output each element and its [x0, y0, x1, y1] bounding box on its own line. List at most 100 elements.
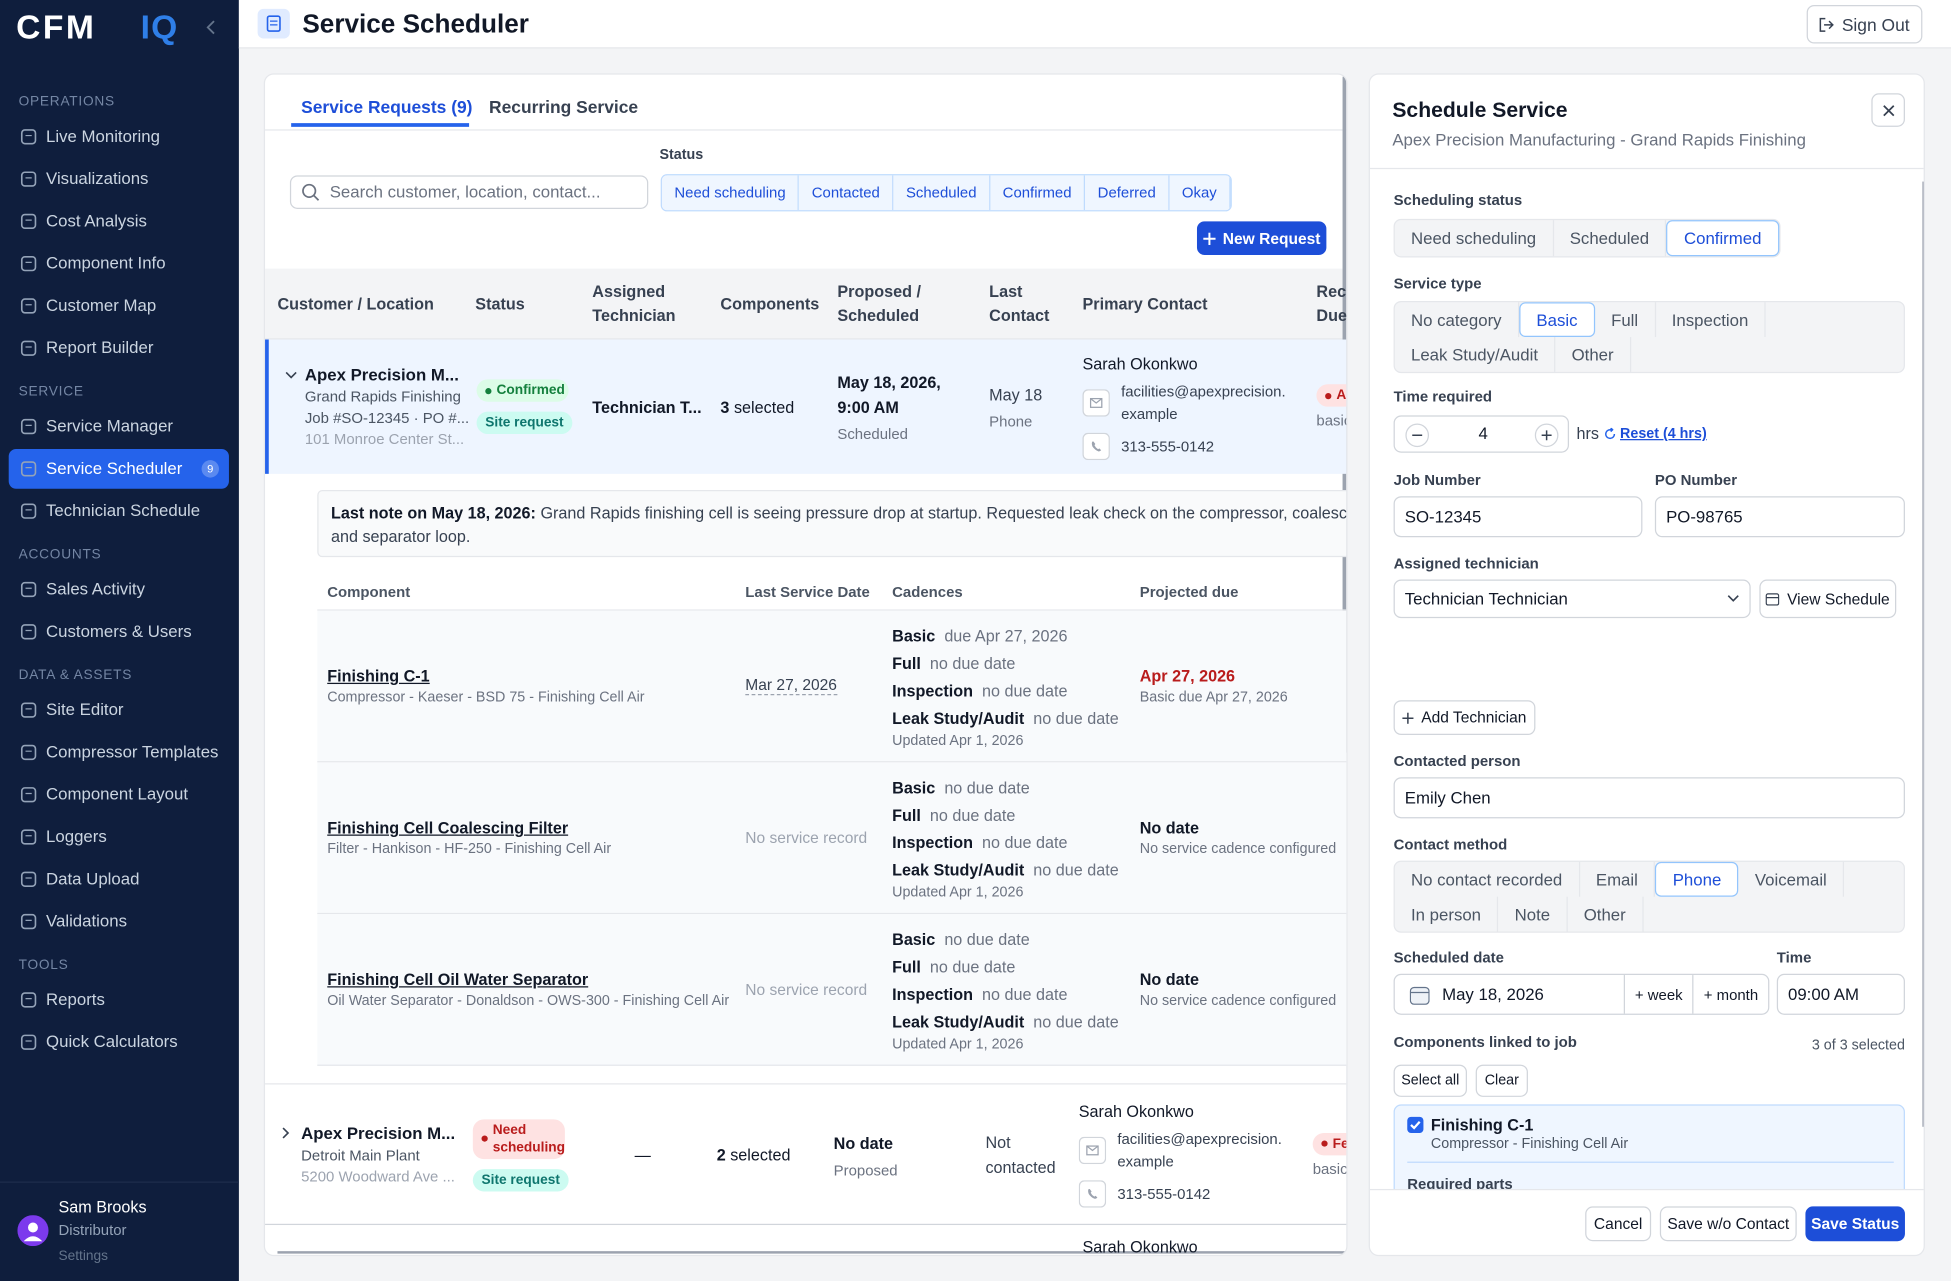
- method-segment-option[interactable]: Phone: [1655, 861, 1739, 897]
- nav-item[interactable]: Service Scheduler 9: [8, 448, 229, 489]
- phone-icon[interactable]: [1078, 1180, 1107, 1208]
- expand-chevron[interactable]: [281, 1123, 291, 1145]
- nav-item[interactable]: Component Info: [9, 244, 229, 284]
- nav-item[interactable]: Technician Schedule: [9, 491, 229, 531]
- search-box[interactable]: Search customer, location, contact...: [289, 175, 649, 209]
- section-heading: SERVICE: [18, 384, 84, 400]
- nav-item[interactable]: Service Manager: [9, 407, 229, 447]
- service-type-segment-option[interactable]: Basic: [1518, 302, 1595, 338]
- save-no-contact-button[interactable]: Save w/o Contact: [1659, 1206, 1797, 1242]
- cadence-due: no due date: [982, 832, 1068, 852]
- close-button[interactable]: [1871, 93, 1905, 127]
- cadence: Leak Study/Audit no due date: [892, 1009, 1119, 1033]
- customer-name: Apex Precision M...: [301, 1124, 456, 1143]
- add-tech-button[interactable]: Add Technician: [1393, 700, 1536, 736]
- reset-link[interactable]: Reset (4 hrs): [1620, 426, 1707, 442]
- expand-chevron[interactable]: [285, 364, 297, 386]
- status-filter[interactable]: Confirmed: [990, 175, 1086, 211]
- contact-email[interactable]: facilities@apexprecision.example: [1117, 1130, 1282, 1171]
- reset-icon: [1604, 427, 1616, 440]
- nav-item[interactable]: Customers & Users: [9, 612, 229, 652]
- components-count: 3 of 3 selected: [1811, 1038, 1905, 1054]
- request-row[interactable]: Apex Precision M... Grand Rapids Finishin…: [265, 339, 1347, 474]
- cadence-type: Basic: [892, 626, 936, 645]
- nav-item[interactable]: Cost Analysis: [9, 201, 229, 241]
- settings-link[interactable]: Settings: [58, 1248, 108, 1264]
- job-input[interactable]: SO-12345: [1393, 496, 1643, 538]
- nav-item[interactable]: Live Monitoring: [9, 117, 229, 157]
- nav-icon: [20, 871, 37, 888]
- section-heading: OPERATIONS: [18, 94, 115, 110]
- method-segment-option[interactable]: Note: [1498, 896, 1568, 932]
- logo-accent: IQ: [140, 8, 179, 47]
- time-input[interactable]: 09:00 AM: [1776, 973, 1905, 1015]
- nav-item[interactable]: Component Layout: [9, 775, 229, 815]
- nav-item[interactable]: Report Builder: [9, 328, 229, 368]
- cancel-button[interactable]: Cancel: [1585, 1206, 1652, 1242]
- nav-item[interactable]: Validations: [9, 902, 229, 942]
- collapse-icon[interactable]: [205, 20, 217, 35]
- avatar[interactable]: [17, 1215, 49, 1247]
- contacted-input[interactable]: Emily Chen: [1393, 777, 1905, 819]
- service-type-segment: No category Basic Full Inspection Leak Study…: [1393, 300, 1905, 374]
- status-filter[interactable]: Contacted: [799, 175, 894, 211]
- sign-out-button[interactable]: Sign Out: [1806, 4, 1923, 44]
- status-segment-option[interactable]: Scheduled: [1554, 220, 1667, 257]
- service-type-segment-option[interactable]: Inspection: [1656, 302, 1766, 338]
- status-segment-option[interactable]: Need scheduling: [1395, 220, 1554, 257]
- plus-button[interactable]: [1534, 423, 1559, 448]
- status-filter[interactable]: Scheduled: [893, 175, 991, 211]
- phone-icon[interactable]: [1082, 432, 1110, 460]
- method-segment-option[interactable]: Other: [1568, 896, 1644, 932]
- nav-item[interactable]: Sales Activity: [9, 570, 229, 610]
- status-filter[interactable]: Deferred: [1085, 175, 1170, 211]
- plus-month[interactable]: + month: [1692, 975, 1769, 1014]
- cadence-due: no due date: [929, 805, 1016, 824]
- status-filter[interactable]: Okay: [1169, 175, 1231, 211]
- nav-item[interactable]: Quick Calculators: [9, 1022, 229, 1062]
- method-segment-option[interactable]: No contact recorded: [1395, 861, 1580, 897]
- save-button[interactable]: Save Status: [1805, 1206, 1905, 1242]
- select-all-button[interactable]: Select all: [1393, 1064, 1467, 1097]
- service-type-segment-option[interactable]: Leak Study/Audit: [1395, 337, 1556, 372]
- po-input[interactable]: PO-98765: [1654, 496, 1905, 538]
- email-icon[interactable]: [1082, 388, 1110, 417]
- clear-button[interactable]: Clear: [1475, 1064, 1528, 1097]
- method-segment-option[interactable]: Email: [1580, 861, 1656, 897]
- nav-item[interactable]: Reports: [9, 980, 229, 1020]
- nav-label: Report Builder: [46, 338, 154, 357]
- service-type-segment-option[interactable]: Full: [1595, 302, 1656, 338]
- status-segment-option[interactable]: Confirmed: [1666, 220, 1779, 257]
- date-input[interactable]: May 18, 2026 + week + month: [1393, 973, 1770, 1015]
- checkbox[interactable]: [1407, 1116, 1424, 1134]
- view-schedule-button[interactable]: View Schedule: [1759, 579, 1897, 619]
- tab[interactable]: Recurring Service: [488, 97, 639, 117]
- method-segment-option[interactable]: Voicemail: [1739, 861, 1845, 897]
- contact-email[interactable]: facilities@apexprecision.example: [1121, 382, 1286, 423]
- minus-button[interactable]: [1405, 423, 1430, 448]
- nav-item[interactable]: Visualizations: [9, 159, 229, 199]
- section-heading: TOOLS: [18, 957, 69, 973]
- service-type-segment-option[interactable]: No category: [1395, 302, 1519, 338]
- proposed-cell: No date Proposed: [834, 1086, 958, 1224]
- nav-item[interactable]: Compressor Templates: [9, 733, 229, 773]
- email-icon[interactable]: [1078, 1136, 1107, 1165]
- request-row[interactable]: Apex Precision M... Detroit Main Plant 520…: [265, 1086, 1347, 1224]
- nav-icon: [20, 701, 37, 718]
- nav-item[interactable]: Customer Map: [9, 286, 229, 326]
- tab[interactable]: Service Requests (9): [301, 97, 473, 117]
- plus-week[interactable]: + week: [1623, 975, 1693, 1014]
- calendar-icon: [1765, 592, 1780, 606]
- status-filter[interactable]: Need scheduling: [661, 175, 800, 211]
- requests-card: Search customer, location, contact... St…: [263, 73, 1348, 1257]
- tech-select[interactable]: Technician Technician: [1393, 579, 1751, 619]
- nav-item[interactable]: Site Editor: [9, 690, 229, 730]
- method-segment-option[interactable]: In person: [1395, 896, 1499, 932]
- nav-icon: [20, 623, 37, 640]
- new-request-button[interactable]: New Request: [1196, 221, 1327, 255]
- nav-icon-svg: [20, 744, 37, 761]
- service-type-segment-option[interactable]: Other: [1555, 337, 1632, 372]
- nav-item[interactable]: Loggers: [9, 817, 229, 857]
- nav-item[interactable]: Data Upload: [9, 859, 229, 899]
